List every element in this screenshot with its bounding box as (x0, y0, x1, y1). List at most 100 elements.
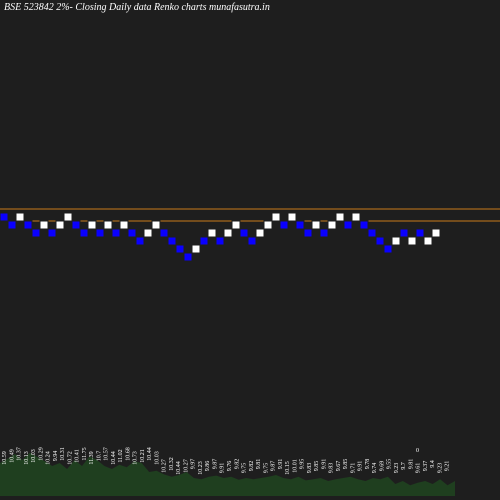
volume-label: 9.7 (401, 462, 407, 470)
renko-brick-up (255, 228, 265, 238)
volume-label: 9.91 (220, 463, 226, 474)
volume-label: 9.81 (256, 459, 262, 470)
volume-label: 9.61 (416, 463, 422, 474)
renko-brick-down (167, 236, 177, 246)
volume-label: 9.69 (379, 461, 385, 472)
volume-area (0, 452, 455, 496)
renko-brick-down (0, 212, 9, 222)
volume-label: 10.15 (285, 461, 291, 475)
volume-label: 10.32 (169, 457, 175, 471)
renko-brick-down (295, 220, 305, 230)
renko-brick-up (15, 212, 25, 222)
renko-brick-down (239, 228, 249, 238)
renko-brick-down (23, 220, 33, 230)
renko-brick-down (303, 228, 313, 238)
volume-label: 9.91 (321, 459, 327, 470)
renko-brick-down (359, 220, 369, 230)
volume-label: 9.83 (307, 463, 313, 474)
volume-label: 10.24 (46, 451, 52, 465)
volume-label: 10.72 (67, 451, 73, 465)
volume-label: 10.29 (38, 447, 44, 461)
renko-brick-down (183, 252, 193, 262)
volume-label: 10.31 (60, 447, 66, 461)
renko-brick-down (383, 244, 393, 254)
volume-label: 9.85 (314, 461, 320, 472)
volume-label: 9.75 (263, 463, 269, 474)
renko-brick-up (151, 220, 161, 230)
renko-brick-down (399, 228, 409, 238)
volume-label: 10.68 (125, 447, 131, 461)
volume-label: 10.57 (104, 447, 110, 461)
renko-brick-down (47, 228, 57, 238)
annotation-label: 0 (416, 448, 419, 454)
renko-brick-down (343, 220, 353, 230)
volume-label: 9.85 (343, 459, 349, 470)
volume-label: 9.71 (350, 463, 356, 474)
volume-label: 10.21 (140, 449, 146, 463)
chart-title: BSE 523842 2%- Closing Daily data Renko … (4, 2, 270, 13)
renko-brick-up (231, 220, 241, 230)
renko-brick-up (327, 220, 337, 230)
volume-label: 10.7 (96, 451, 102, 462)
volume-label: 9.67 (336, 461, 342, 472)
renko-brick-down (71, 220, 81, 230)
volume-label: 9.21 (445, 461, 451, 472)
renko-brick-up (87, 220, 97, 230)
renko-brick-down (279, 220, 289, 230)
volume-label: 10.49 (9, 449, 15, 463)
volume-label: 9.97 (191, 459, 197, 470)
volume-label: 9.82 (234, 459, 240, 470)
renko-brick-down (79, 228, 89, 238)
volume-label: 9.76 (227, 461, 233, 472)
volume-label: 10.13 (24, 451, 30, 465)
renko-brick-up (191, 244, 201, 254)
volume-label: 9.4 (430, 460, 436, 468)
volume-label: 10.73 (133, 451, 139, 465)
renko-brick-down (127, 228, 137, 238)
renko-brick-down (159, 228, 169, 238)
volume-label: 9.23 (437, 463, 443, 474)
volume-label: 11.39 (89, 451, 95, 464)
volume-label: 9.95 (300, 459, 306, 470)
volume-label: 9.87 (271, 461, 277, 472)
renko-brick-down (111, 228, 121, 238)
volume-label: 9.23 (394, 463, 400, 474)
volume-label: 11.75 (82, 447, 88, 460)
volume-label: 10.44 (176, 461, 182, 475)
renko-brick-down (7, 220, 17, 230)
renko-brick-up (39, 220, 49, 230)
renko-brick-up (207, 228, 217, 238)
renko-brick-up (407, 236, 417, 246)
volume-label: 9.91 (358, 461, 364, 472)
renko-brick-up (311, 220, 321, 230)
renko-brick-down (415, 228, 425, 238)
renko-brick-up (119, 220, 129, 230)
renko-brick-down (95, 228, 105, 238)
volume-label: 11.02 (118, 449, 124, 462)
volume-label: 9.81 (408, 459, 414, 470)
volume-label: 9.91 (278, 459, 284, 470)
renko-brick-down (215, 236, 225, 246)
volume-label: 9.86 (205, 461, 211, 472)
volume-label: 9.94 (53, 451, 59, 462)
volume-label: 10.01 (292, 459, 298, 473)
renko-brick-up (223, 228, 233, 238)
volume-label: 9.55 (387, 459, 393, 470)
volume-label: 9.37 (423, 461, 429, 472)
renko-brick-down (135, 236, 145, 246)
renko-brick-down (175, 244, 185, 254)
renko-brick-up (423, 236, 433, 246)
volume-label: 10.44 (111, 451, 117, 465)
renko-brick-up (431, 228, 441, 238)
renko-brick-up (63, 212, 73, 222)
renko-brick-up (143, 228, 153, 238)
renko-brick-down (375, 236, 385, 246)
volume-label: 10.27 (183, 459, 189, 473)
renko-brick-up (351, 212, 361, 222)
volume-label: 9.75 (242, 463, 248, 474)
volume-label: 10.41 (75, 449, 81, 463)
volume-label: 10.03 (31, 449, 37, 463)
volume-label: 9.87 (212, 459, 218, 470)
renko-brick-down (31, 228, 41, 238)
